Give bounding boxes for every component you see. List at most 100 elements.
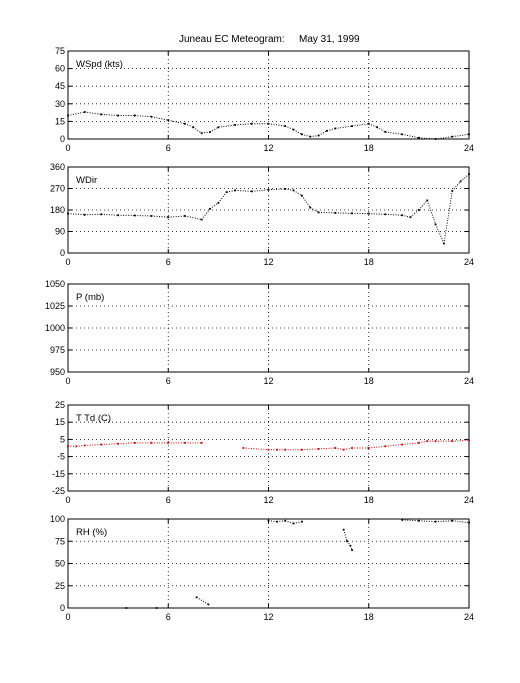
wdir-trace bbox=[418, 200, 428, 211]
rh-xtick-label: 12 bbox=[263, 612, 273, 622]
pressure-xtick-label: 0 bbox=[65, 376, 70, 386]
rh-trace bbox=[452, 520, 470, 524]
wdir-trace bbox=[310, 207, 319, 213]
rh-point bbox=[275, 520, 278, 523]
rh-ytick-label: 50 bbox=[55, 559, 65, 569]
wdir-trace bbox=[168, 215, 185, 218]
chart-title: Juneau EC Meteogram: May 31, 1999 bbox=[0, 34, 520, 48]
wspd-point bbox=[351, 125, 353, 127]
wspd-trace bbox=[368, 123, 378, 128]
wdir-point bbox=[468, 173, 470, 176]
wdir-trace bbox=[268, 188, 286, 191]
wspd-trace bbox=[209, 126, 219, 133]
wdir-ytick-label: 90 bbox=[55, 227, 65, 237]
rh-xtick-label: 18 bbox=[364, 612, 374, 622]
temp-dewpoint-xtick-label: 6 bbox=[166, 495, 171, 505]
rh-xtick-label: 0 bbox=[65, 612, 70, 622]
wdir-point bbox=[225, 191, 228, 193]
temp-dewpoint-frame bbox=[67, 404, 470, 492]
wdir-trace bbox=[184, 215, 202, 221]
wdir-trace bbox=[151, 215, 169, 218]
temp-dewpoint-ytick-label: 25 bbox=[55, 400, 65, 410]
temp-dewpoint-ytick-label: 5 bbox=[60, 434, 65, 444]
rh-ytick-label: 75 bbox=[55, 536, 65, 546]
title-date: May 31, 1999 bbox=[299, 34, 360, 45]
wspd-label: WSpd (kts) bbox=[76, 59, 123, 70]
wspd-trace bbox=[268, 123, 286, 127]
wdir-point bbox=[443, 242, 445, 245]
rh-trace bbox=[349, 545, 353, 551]
rh-point bbox=[195, 596, 198, 599]
rh-point bbox=[468, 521, 470, 524]
pressure-label: P (mb) bbox=[76, 292, 104, 303]
pressure-ytick-label: 1050 bbox=[45, 279, 65, 289]
wspd-trace bbox=[318, 130, 328, 136]
wspd-trace bbox=[235, 123, 252, 126]
pressure-ytick-label: 1025 bbox=[45, 301, 65, 311]
wdir-trace bbox=[209, 202, 219, 210]
wdir-point bbox=[334, 211, 337, 214]
wspd-trace bbox=[193, 126, 202, 134]
wspd-trace bbox=[418, 137, 436, 140]
rh-xtick-label: 24 bbox=[464, 612, 474, 622]
wspd-xtick-label: 18 bbox=[364, 143, 374, 153]
rh-ytick-label: 0 bbox=[60, 603, 65, 613]
wspd-point bbox=[334, 127, 337, 130]
wdir-series bbox=[67, 173, 470, 245]
temp-dewpoint-xtick-label: 12 bbox=[263, 495, 273, 505]
temp-dewpoint-trace bbox=[118, 442, 135, 445]
wspd-xtick-label: 6 bbox=[166, 143, 171, 153]
wspd-ytick-label: 30 bbox=[55, 99, 65, 109]
wspd-ytick-label: 45 bbox=[55, 81, 65, 91]
rh-point bbox=[125, 607, 128, 609]
wdir-xtick-label: 24 bbox=[464, 257, 474, 267]
temp-dewpoint-trace bbox=[84, 444, 102, 446]
temp-dewpoint-trace bbox=[368, 445, 386, 449]
wdir-trace bbox=[235, 189, 252, 192]
wspd-trace bbox=[134, 115, 152, 118]
wdir-point bbox=[150, 215, 153, 217]
wdir-point bbox=[384, 213, 387, 216]
temp-dewpoint-xtick-label: 24 bbox=[464, 495, 474, 505]
pressure-xtick-label: 18 bbox=[364, 376, 374, 386]
rh-ytick-label: 25 bbox=[55, 581, 65, 591]
wspd-ytick-label: 0 bbox=[60, 134, 65, 144]
wspd-trace bbox=[435, 136, 453, 140]
pressure-xtick-label: 12 bbox=[263, 376, 273, 386]
temp-dewpoint-ytick-label: 15 bbox=[55, 417, 65, 427]
wspd-trace bbox=[84, 111, 102, 115]
wspd-point bbox=[384, 131, 387, 133]
wspd-trace bbox=[385, 131, 403, 135]
temp-dewpoint-point bbox=[468, 439, 470, 442]
wspd-point bbox=[250, 122, 253, 125]
wdir-xtick-label: 6 bbox=[166, 257, 171, 267]
wspd-trace bbox=[402, 133, 419, 139]
rh-point bbox=[351, 549, 353, 552]
wdir-trace bbox=[251, 189, 269, 192]
temp-dewpoint-ytick-label: -5 bbox=[57, 452, 65, 462]
wdir-ytick-label: 360 bbox=[50, 162, 65, 172]
wspd-point bbox=[309, 135, 312, 138]
wspd-trace bbox=[452, 133, 470, 138]
wspd-point bbox=[284, 125, 287, 127]
temp-dewpoint-xtick-label: 0 bbox=[65, 495, 70, 505]
wdir-ytick-label: 270 bbox=[50, 184, 65, 194]
pressure-ytick-label: 975 bbox=[50, 345, 65, 355]
wspd-trace bbox=[67, 111, 85, 117]
wdir-trace bbox=[460, 173, 470, 182]
wspd-point bbox=[150, 115, 153, 118]
wspd-trace bbox=[335, 125, 353, 129]
temp-dewpoint-xtick-label: 18 bbox=[364, 495, 374, 505]
wdir-ytick-label: 180 bbox=[50, 205, 65, 215]
wspd-xtick-label: 12 bbox=[263, 143, 273, 153]
pressure-xtick-label: 24 bbox=[464, 376, 474, 386]
rh-xtick-label: 6 bbox=[166, 612, 171, 622]
wspd-ytick-label: 15 bbox=[55, 116, 65, 126]
rh-panel: 0 25 50 75 100 0 6 12 18 24 RH (%) bbox=[50, 514, 474, 622]
temp-dewpoint-trace bbox=[402, 442, 419, 446]
wspd-point bbox=[434, 138, 437, 140]
rh-trace bbox=[402, 519, 419, 522]
rh-trace bbox=[418, 520, 436, 523]
rh-point bbox=[207, 603, 210, 606]
rh-trace bbox=[343, 529, 348, 542]
